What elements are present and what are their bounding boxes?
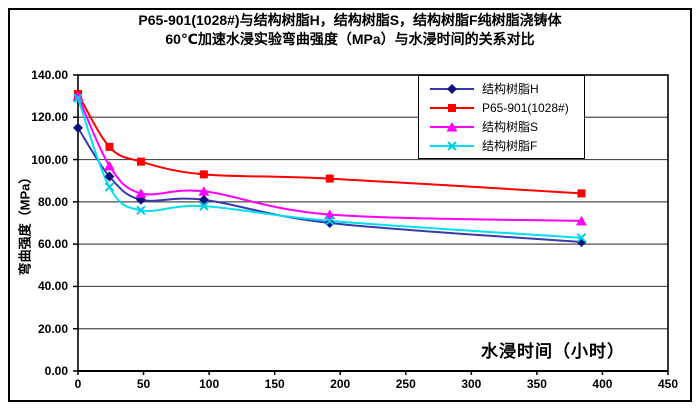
marker-square: [105, 142, 114, 151]
marker-diamond: [104, 171, 115, 182]
legend-swatch-triangle-icon: [430, 121, 474, 131]
x-tick-label: 400: [592, 377, 613, 391]
chart-title-line2: 60℃加速水浸实验弯曲强度（MPa）与水浸时间的关系对比: [165, 31, 535, 47]
legend-label: P65-901(1028#): [482, 100, 569, 115]
x-tick-label: 150: [264, 377, 285, 391]
legend-item: 结构树脂F: [429, 136, 584, 155]
marker-triangle: [135, 188, 147, 198]
marker-triangle: [446, 121, 458, 131]
marker-triangle: [198, 186, 210, 196]
y-tick-label: 100.00: [31, 152, 68, 167]
marker-triangle: [72, 91, 84, 101]
legend-label: 结构树脂F: [482, 139, 538, 153]
x-axis-title: 水浸时间（小时）: [481, 342, 625, 361]
y-tick-label: 140.00: [31, 68, 68, 82]
marker-x: [325, 216, 335, 226]
legend-label: 结构树脂H: [482, 82, 539, 96]
y-tick-label: 60.00: [37, 237, 68, 252]
marker-square: [199, 170, 208, 179]
x-tick-label: 300: [461, 377, 482, 391]
legend-item: 结构树脂H: [429, 79, 584, 98]
y-tick-label: 20.00: [37, 321, 68, 336]
legend-swatch-square-icon: [430, 103, 474, 112]
x-tick-label: 100: [199, 377, 220, 391]
x-tick-label: 250: [395, 377, 416, 391]
y-tick-label: 120.00: [31, 110, 68, 125]
y-tick-label: 0.00: [44, 364, 68, 378]
x-tick-label: 0: [74, 377, 82, 391]
y-tick-label: 80.00: [37, 194, 68, 209]
marker-x: [199, 201, 209, 211]
marker-triangle: [103, 160, 115, 171]
marker-x: [136, 205, 146, 216]
marker-x: [576, 233, 587, 243]
legend-item: 结构树脂S: [429, 117, 584, 136]
chart-title: P65-901(1028#)与结构树脂H，结构树脂S，结构树脂F纯树脂浇铸体 6…: [0, 11, 700, 49]
marker-square: [136, 157, 145, 166]
x-tick-label: 350: [526, 377, 547, 391]
marker-square: [325, 174, 334, 183]
x-tick-label: 450: [657, 377, 679, 391]
legend-swatch-diamond-icon: [430, 83, 474, 94]
marker-diamond: [73, 122, 83, 133]
marker-x: [73, 93, 83, 103]
x-tick-label: 200: [330, 377, 351, 391]
marker-square: [577, 189, 586, 198]
chart-outer-border: [8, 8, 692, 402]
marker-x: [104, 182, 115, 192]
legend: 结构树脂H P65-901(1028#) 结构树脂S 结构树脂F: [418, 75, 585, 159]
marker-diamond: [447, 83, 457, 94]
y-tick-label: 40.00: [37, 279, 68, 294]
marker-x: [447, 140, 457, 151]
legend-swatch-x-icon: [430, 140, 474, 151]
marker-triangle: [575, 215, 587, 226]
legend-rows: 结构树脂H P65-901(1028#) 结构树脂S 结构树脂F: [429, 79, 584, 155]
marker-square: [448, 103, 456, 112]
legend-item: P65-901(1028#): [429, 98, 584, 117]
marker-diamond: [324, 218, 335, 228]
marker-triangle: [324, 209, 336, 220]
x-tick-label: 50: [136, 377, 151, 391]
legend-label: 结构树脂S: [482, 120, 539, 134]
chart-title-line1: P65-901(1028#)与结构树脂H，结构树脂S，结构树脂F纯树脂浇铸体: [138, 12, 562, 28]
y-axis-title: 弯曲强度（MPa）: [17, 170, 33, 276]
